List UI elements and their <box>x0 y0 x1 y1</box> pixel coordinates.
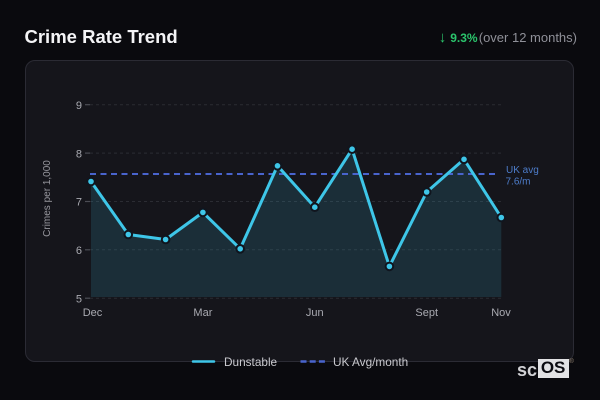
svg-text:UK Avg/month: UK Avg/month <box>333 355 408 369</box>
svg-text:Crimes per 1,000: Crimes per 1,000 <box>42 160 53 237</box>
svg-text:8: 8 <box>76 148 82 160</box>
svg-text:Jun: Jun <box>306 307 324 319</box>
svg-text:9: 9 <box>76 100 82 112</box>
svg-text:Dunstable: Dunstable <box>224 355 278 369</box>
svg-text:7.6/m: 7.6/m <box>506 176 531 187</box>
svg-text:Nov: Nov <box>491 307 511 319</box>
svg-text:UK avg: UK avg <box>506 165 539 176</box>
svg-text:7: 7 <box>76 197 82 209</box>
svg-text:Sept: Sept <box>415 307 438 319</box>
svg-text:Dec: Dec <box>83 307 103 319</box>
svg-text:Mar: Mar <box>193 307 212 319</box>
svg-text:6: 6 <box>76 245 82 257</box>
svg-text:5: 5 <box>76 293 82 305</box>
